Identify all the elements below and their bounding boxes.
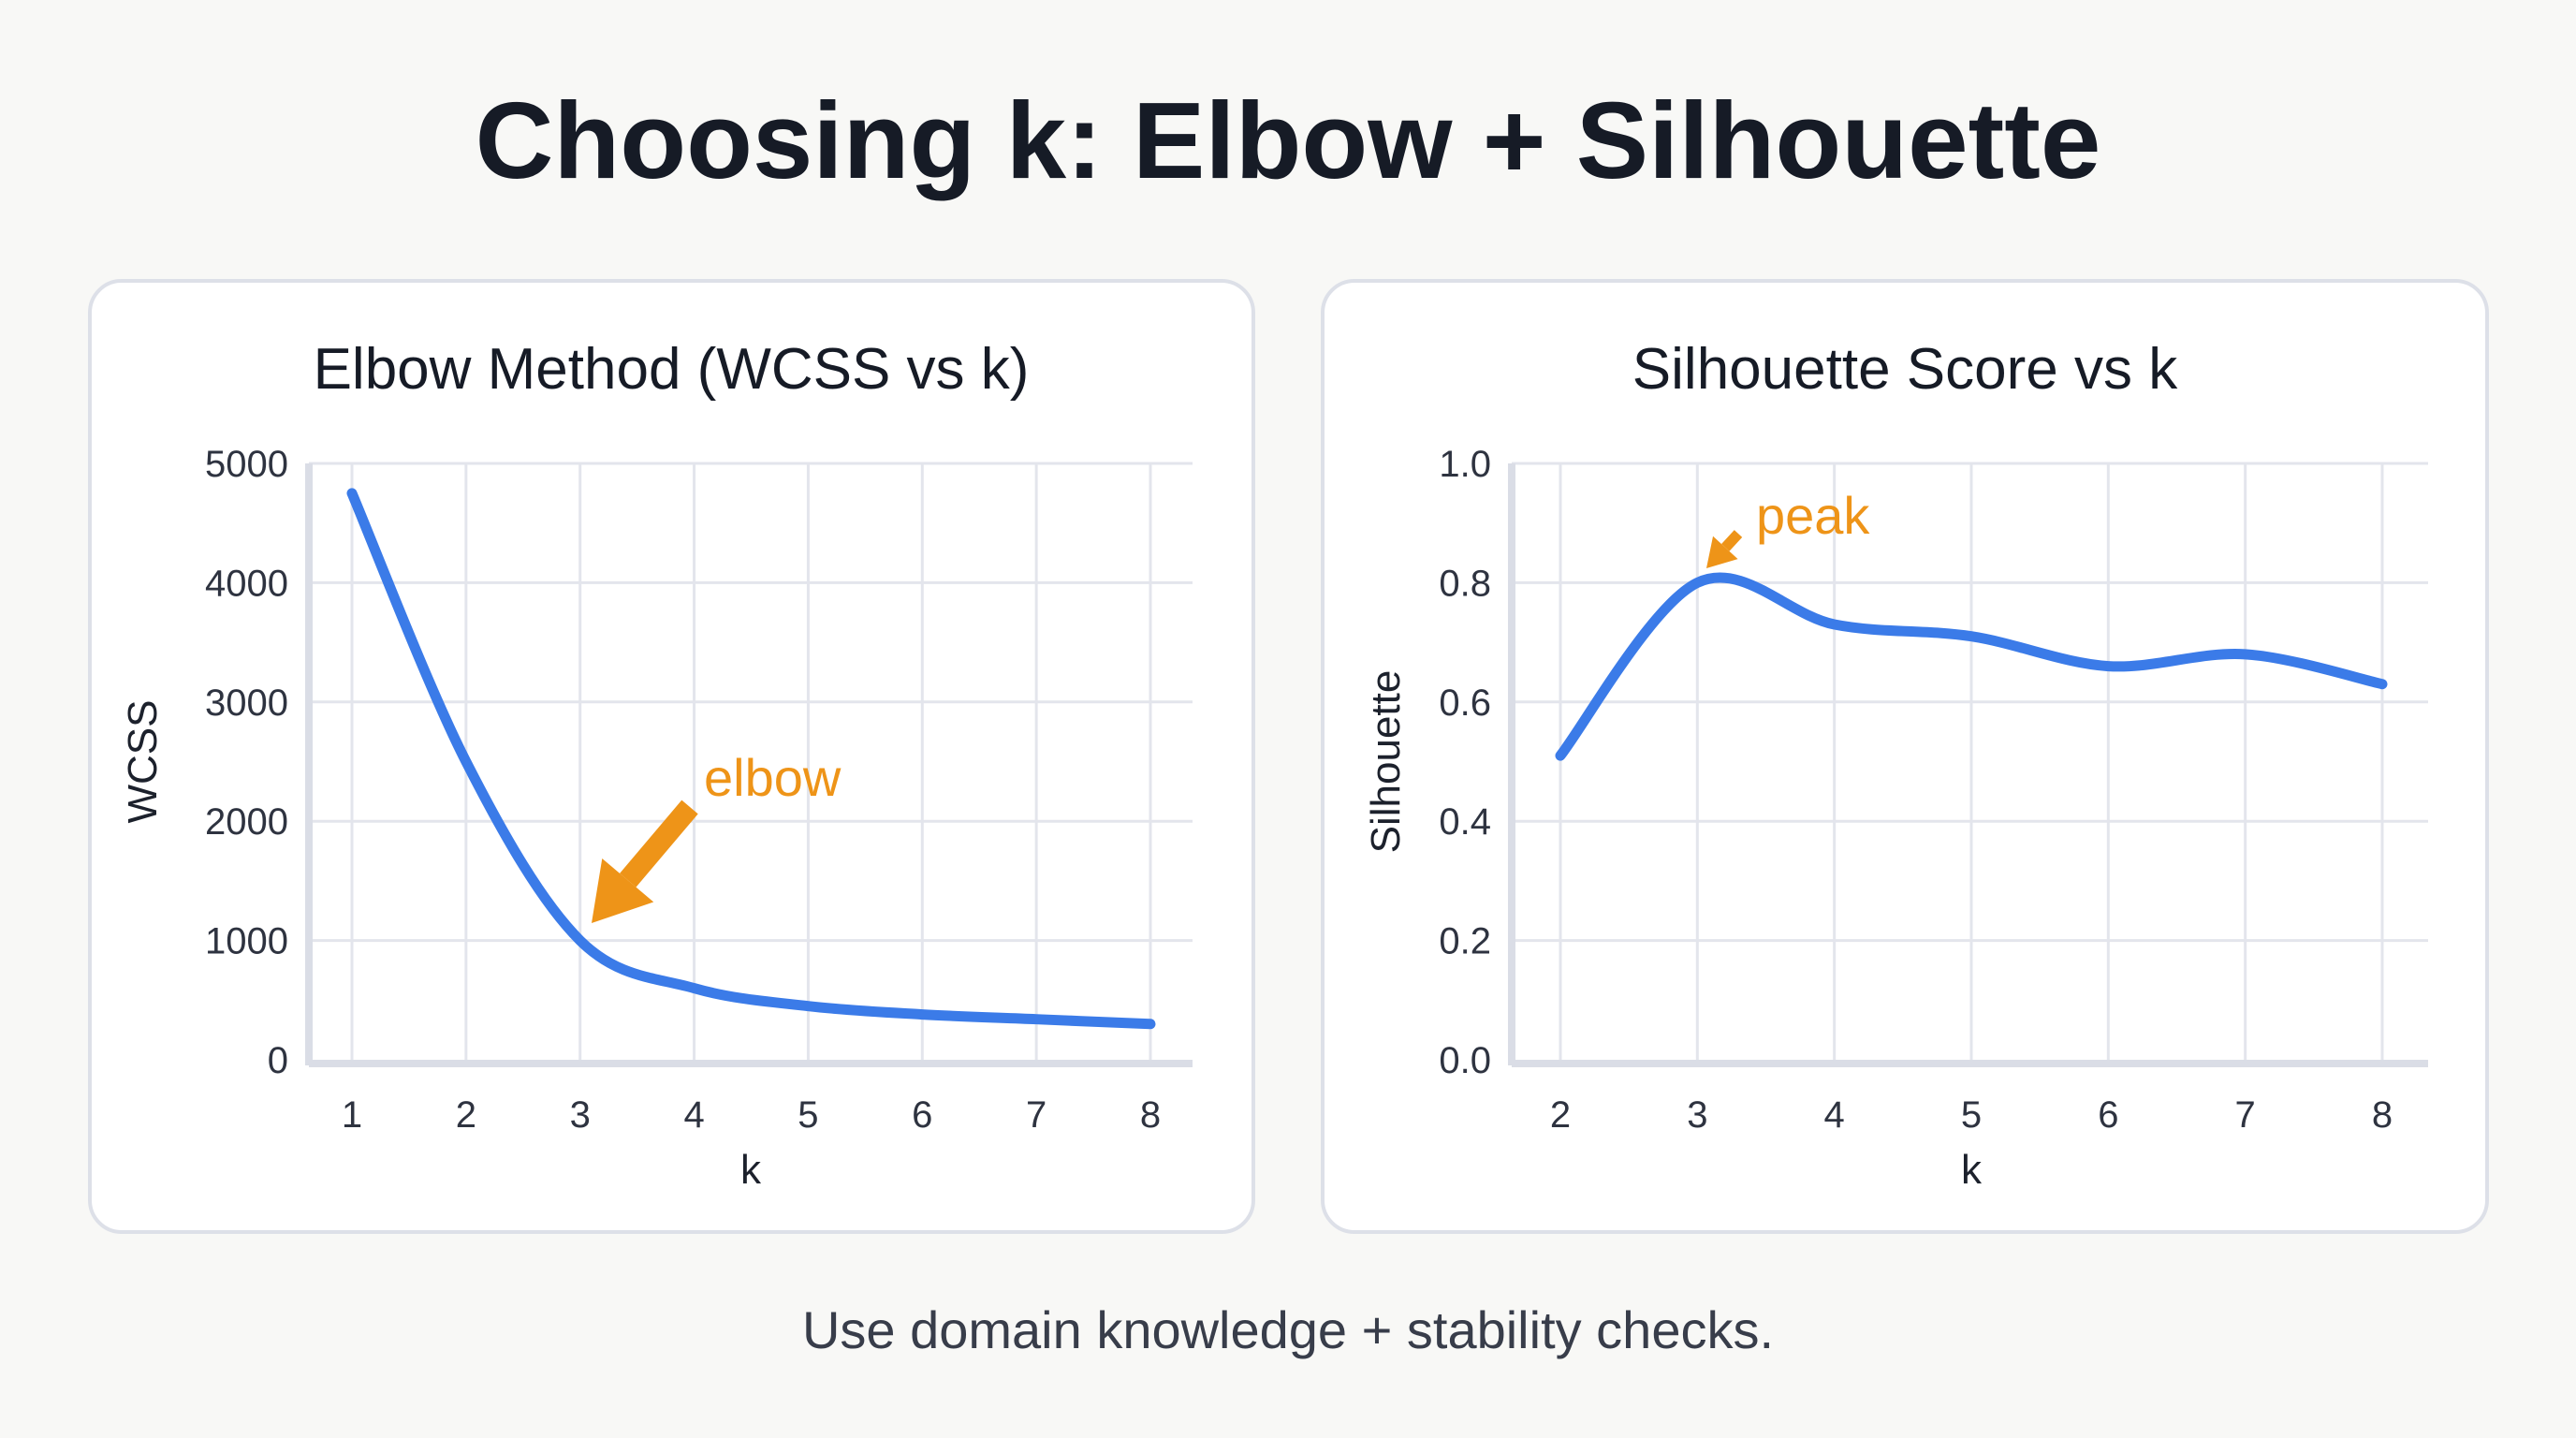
- footer-note: Use domain knowledge + stability checks.: [802, 1300, 1774, 1359]
- y-axis-label: WCSS: [120, 700, 166, 824]
- annotation-arrow-shaft: [1721, 530, 1743, 551]
- y-tick-label: 5000: [205, 444, 288, 485]
- x-tick-label: 1: [342, 1094, 362, 1136]
- x-tick-label: 6: [2098, 1094, 2118, 1136]
- annotation-arrow-head: [592, 858, 654, 923]
- y-tick-label: 1000: [205, 921, 288, 962]
- elbow-chart: 0 1000 2000 3000 4000 5000 1 2 3 4 5 6 7 8 k WCSS elbow: [120, 444, 1193, 1193]
- annotation-arrow-head: [1706, 536, 1738, 568]
- x-tick-label: 3: [570, 1094, 591, 1136]
- silhouette-panel: [1321, 279, 2489, 1234]
- y-tick-label: 2000: [205, 801, 288, 843]
- x-tick-label: 5: [798, 1094, 818, 1136]
- y-tick-label: 1.0: [1439, 444, 1491, 485]
- series-line: [346, 488, 1156, 1030]
- x-tick-label: 3: [1687, 1094, 1707, 1136]
- silhouette-chart-title: Silhouette Score vs k: [1632, 337, 2178, 402]
- x-tick-label: 4: [683, 1094, 704, 1136]
- x-tick-label: 8: [1140, 1094, 1161, 1136]
- y-tick-label: 0.2: [1439, 921, 1491, 962]
- y-tick-label: 0: [268, 1040, 288, 1081]
- x-tick-label: 6: [912, 1094, 932, 1136]
- x-tick-label: 7: [2235, 1094, 2256, 1136]
- x-tick-label: 2: [456, 1094, 476, 1136]
- x-tick-label: 2: [1550, 1094, 1571, 1136]
- y-axis-label: Silhouette: [1363, 670, 1409, 854]
- x-tick-label: 4: [1824, 1094, 1845, 1136]
- y-tick-label: 0.0: [1439, 1040, 1491, 1081]
- y-tick-label: 4000: [205, 563, 288, 604]
- elbow-chart-title: Elbow Method (WCSS vs k): [314, 337, 1030, 402]
- annotation-label: elbow: [704, 748, 842, 807]
- silhouette-chart: 0.0 0.2 0.4 0.6 0.8 1.0 2 3 4 5 6 7 8 k Silhouette peak: [1363, 444, 2428, 1193]
- x-tick-label: 8: [2372, 1094, 2393, 1136]
- x-tick-label: 7: [1026, 1094, 1046, 1136]
- x-tick-label: 5: [1961, 1094, 1982, 1136]
- main-title: Choosing k: Elbow + Silhouette: [476, 80, 2101, 201]
- y-tick-label: 0.6: [1439, 682, 1491, 724]
- y-tick-label: 0.4: [1439, 801, 1491, 843]
- annotation-label: peak: [1756, 486, 1870, 545]
- x-axis-label: k: [1961, 1147, 1983, 1193]
- x-axis-label: k: [740, 1147, 762, 1193]
- elbow-panel: [88, 279, 1255, 1234]
- annotation-arrow-shaft: [620, 800, 698, 888]
- y-tick-label: 0.8: [1439, 563, 1491, 604]
- y-tick-label: 3000: [205, 682, 288, 724]
